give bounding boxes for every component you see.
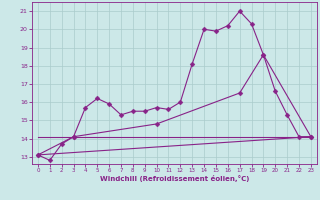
X-axis label: Windchill (Refroidissement éolien,°C): Windchill (Refroidissement éolien,°C)	[100, 175, 249, 182]
